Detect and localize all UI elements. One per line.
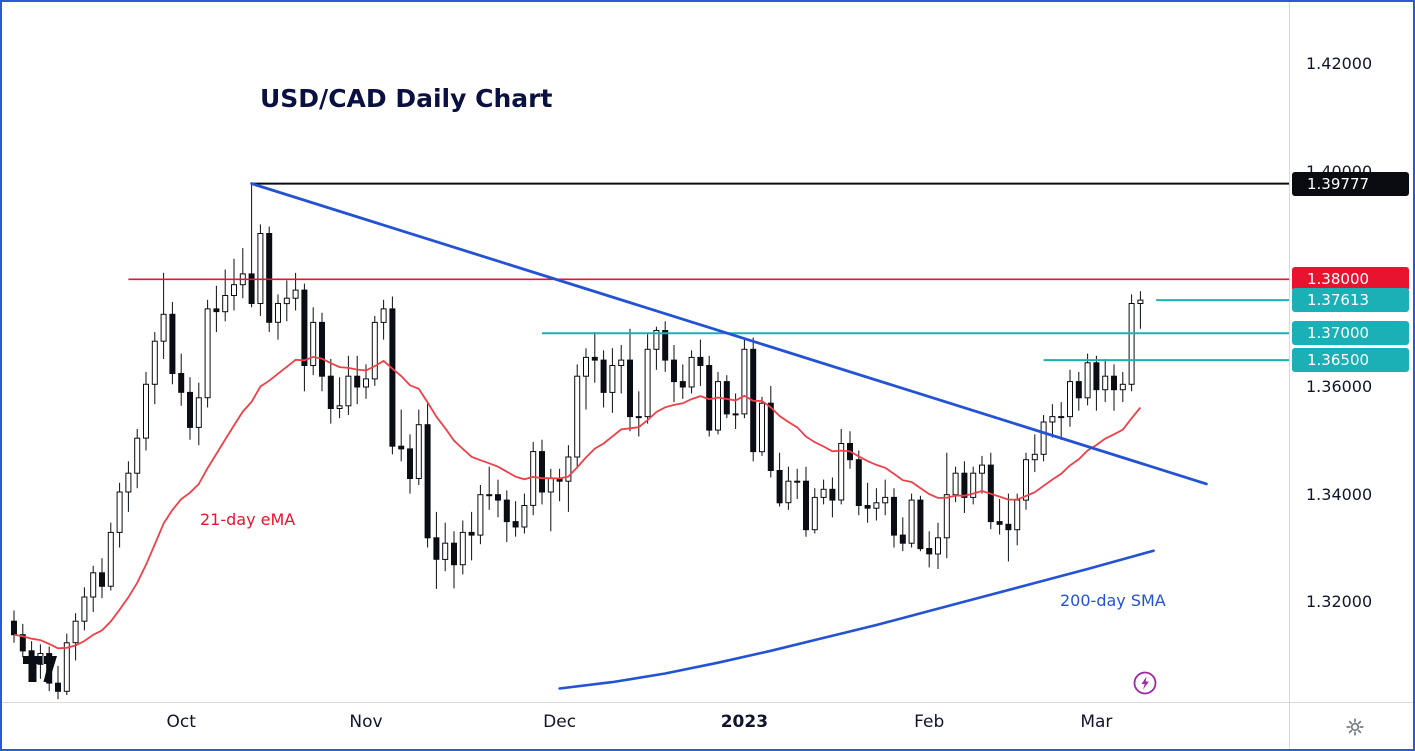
y-axis-tick: 1.36000 <box>1306 377 1373 396</box>
x-axis-label: Feb <box>914 712 945 732</box>
y-axis-tick: 1.32000 <box>1306 592 1373 612</box>
ema-line <box>13 355 1142 650</box>
chart-title: USD/CAD Daily Chart <box>260 84 553 113</box>
lightning-icon[interactable] <box>1132 670 1158 696</box>
x-axis-label: Oct <box>166 712 196 732</box>
x-axis-label: Nov <box>349 712 383 732</box>
ema-annotation-label: 21-day eMA <box>200 510 296 529</box>
sma-annotation-label: 200-day SMA <box>1060 591 1166 610</box>
price-level-label: 1.38000 <box>1292 267 1409 292</box>
chart-canvas[interactable] <box>2 2 1289 702</box>
sma-line <box>558 549 1155 690</box>
y-axis-tick: 1.34000 <box>1306 484 1373 504</box>
price-level-label: 1.36500 <box>1292 348 1409 373</box>
settings-gear-icon[interactable] <box>1345 717 1365 737</box>
price-axis[interactable]: 1.420001.400001.380001.360001.340001.320… <box>1289 2 1413 702</box>
candles <box>11 183 1144 700</box>
tradingview-logo[interactable] <box>22 650 58 688</box>
y-axis-tick: 1.42000 <box>1306 53 1373 73</box>
price-level-label: 1.39777 <box>1292 171 1409 196</box>
price-levels <box>128 182 1289 362</box>
x-axis-label: Dec <box>543 712 577 732</box>
axis-corner <box>1289 702 1413 749</box>
price-level-label: 1.37613 <box>1292 288 1409 313</box>
candlestick-chart[interactable]: USD/CAD Daily Chart 21-day eMA 200-day S… <box>2 2 1289 702</box>
trendline[interactable] <box>250 182 1208 486</box>
time-axis[interactable]: Oct Nov Dec 2023 Feb Mar <box>2 702 1289 749</box>
price-level-label: 1.37000 <box>1292 321 1409 346</box>
x-axis-label: Mar <box>1080 712 1113 732</box>
x-axis-label: 2023 <box>720 712 769 732</box>
